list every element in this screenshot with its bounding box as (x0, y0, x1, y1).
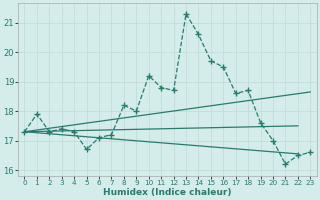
X-axis label: Humidex (Indice chaleur): Humidex (Indice chaleur) (103, 188, 232, 197)
